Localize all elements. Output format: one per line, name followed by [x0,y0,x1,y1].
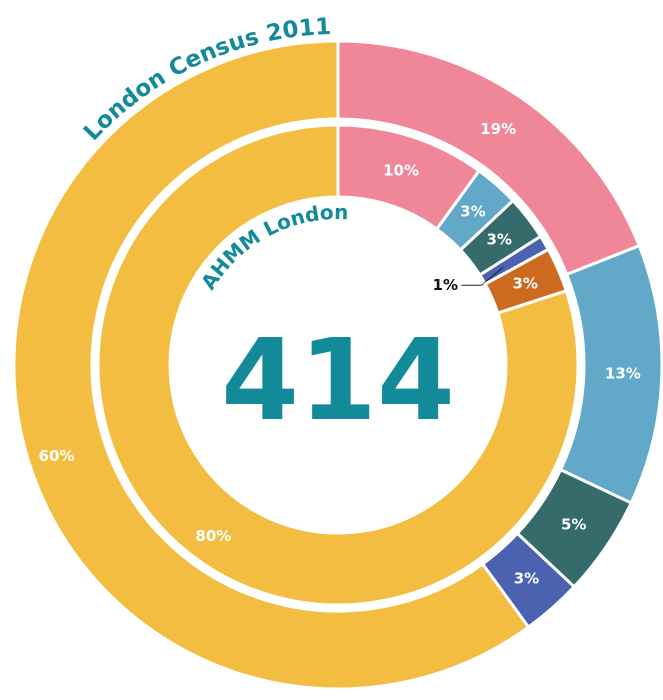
leader-line [480,266,504,286]
center-value: 414 [221,316,455,446]
slice-label: 5% [561,516,586,534]
slice-label: 3% [460,202,485,220]
slice-label: 3% [512,274,537,292]
slice-label: 60% [39,447,75,465]
donut-slice [96,123,580,607]
slice-label: 80% [195,527,231,545]
slice-label: 19% [480,120,516,138]
slice-label: 10% [383,161,419,179]
slice-label: 1% [433,276,458,294]
slice-label: 13% [605,364,641,382]
donut-slice [12,39,531,691]
slice-label: 3% [486,230,511,248]
slice-label: 3% [514,569,539,587]
